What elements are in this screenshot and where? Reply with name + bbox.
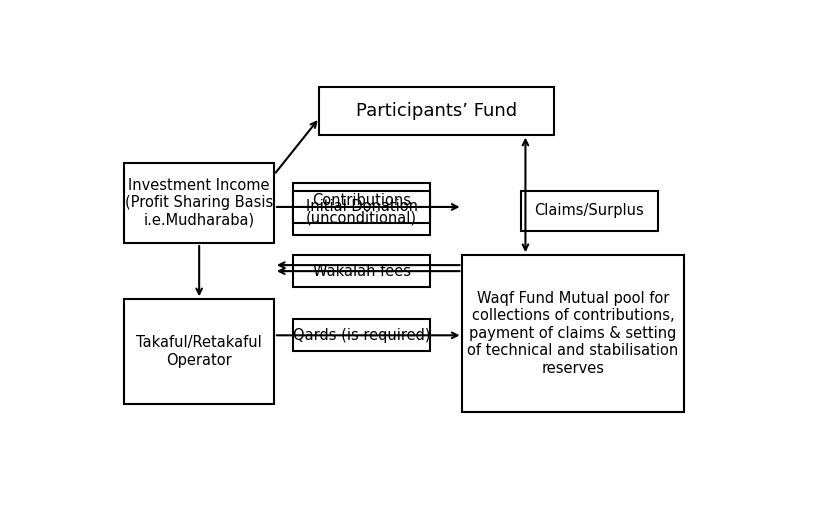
FancyBboxPatch shape [294, 183, 430, 235]
Text: Initial Donation: Initial Donation [305, 200, 418, 215]
Text: Qards (is required): Qards (is required) [293, 328, 430, 343]
Text: Claims/Surplus: Claims/Surplus [534, 204, 644, 218]
FancyBboxPatch shape [124, 163, 274, 243]
FancyBboxPatch shape [462, 255, 684, 412]
Text: Contributions
(unconditional): Contributions (unconditional) [306, 193, 417, 225]
Text: Participants’ Fund: Participants’ Fund [356, 102, 517, 120]
FancyBboxPatch shape [320, 86, 554, 135]
Text: Investment Income
(Profit Sharing Basis
i.e.Mudharaba): Investment Income (Profit Sharing Basis … [125, 178, 274, 228]
FancyBboxPatch shape [294, 255, 430, 287]
Text: Wakalah fees: Wakalah fees [313, 264, 411, 279]
FancyBboxPatch shape [294, 191, 430, 223]
FancyBboxPatch shape [294, 319, 430, 351]
FancyBboxPatch shape [124, 299, 274, 403]
FancyBboxPatch shape [521, 191, 658, 231]
Text: Waqf Fund Mutual pool for
collections of contributions,
payment of claims & sett: Waqf Fund Mutual pool for collections of… [467, 291, 679, 376]
Text: Takaful/Retakaful
Operator: Takaful/Retakaful Operator [136, 335, 262, 367]
